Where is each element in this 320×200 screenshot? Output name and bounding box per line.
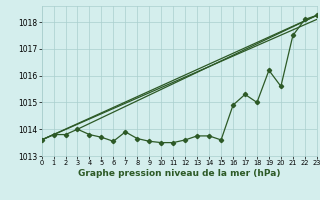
X-axis label: Graphe pression niveau de la mer (hPa): Graphe pression niveau de la mer (hPa) xyxy=(78,169,280,178)
